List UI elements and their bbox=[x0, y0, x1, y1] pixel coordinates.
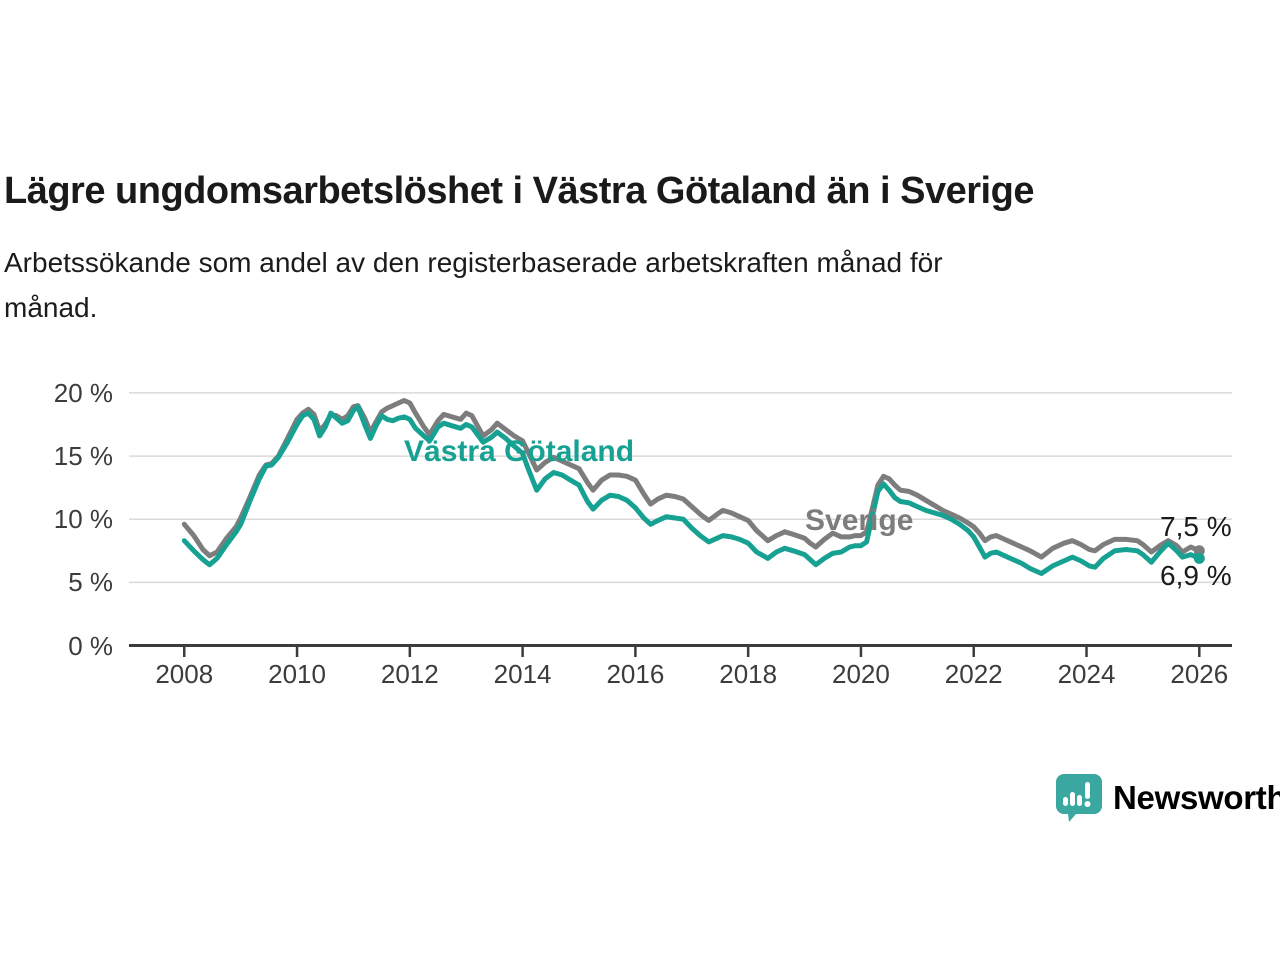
newsworthy-bubble-icon bbox=[1056, 774, 1102, 822]
newsworthy-wordmark: Newsworthy bbox=[1113, 778, 1280, 816]
x-tick-label-2022: 2022 bbox=[944, 659, 1003, 689]
series-end-dot-sverige bbox=[1193, 545, 1205, 557]
y-tick-label-10: 10 % bbox=[53, 504, 113, 535]
chart-subtitle: Arbetssökande som andel av den registerb… bbox=[4, 241, 1234, 331]
newsworthy-logo[interactable]: Newsworthy bbox=[1054, 772, 1280, 822]
y-tick-label-5: 5 % bbox=[68, 567, 113, 598]
x-tick-label-2012: 2012 bbox=[380, 659, 439, 689]
subtitle-line-1: Arbetssökande som andel av den registerb… bbox=[4, 247, 943, 278]
x-tick-label-2008: 2008 bbox=[155, 659, 214, 689]
series-line-sverige bbox=[181, 398, 1202, 560]
x-tick-label-2020: 2020 bbox=[832, 659, 890, 689]
series-line-v-stra-g-taland bbox=[181, 404, 1202, 576]
series-end-dot-v-stra-g-taland bbox=[1193, 552, 1205, 564]
page-title: Lägre ungdomsarbetslöshet i Västra Götal… bbox=[4, 170, 1034, 213]
x-tick-label-2016: 2016 bbox=[606, 659, 665, 689]
end-value-label-sverige: 7,5 % bbox=[1160, 511, 1232, 542]
end-value-label-vastra-gotaland: 6,9 % bbox=[1160, 560, 1232, 591]
y-tick-label-20: 20 % bbox=[53, 377, 113, 408]
x-tick-label-2014: 2014 bbox=[493, 659, 552, 689]
x-tick-label-2026: 2026 bbox=[1170, 659, 1229, 689]
y-tick-label-0: 0 % bbox=[68, 630, 113, 661]
series-label-sverige: Sverige bbox=[805, 504, 914, 537]
x-tick-label-2024: 2024 bbox=[1057, 659, 1116, 689]
subtitle-line-2: månad. bbox=[4, 291, 98, 323]
series-label-vastra-gotaland: Västra Götaland bbox=[404, 435, 635, 468]
x-tick-label-2018: 2018 bbox=[719, 659, 778, 689]
x-tick-label-2010: 2010 bbox=[268, 659, 326, 689]
y-tick-label-15: 15 % bbox=[53, 441, 113, 472]
